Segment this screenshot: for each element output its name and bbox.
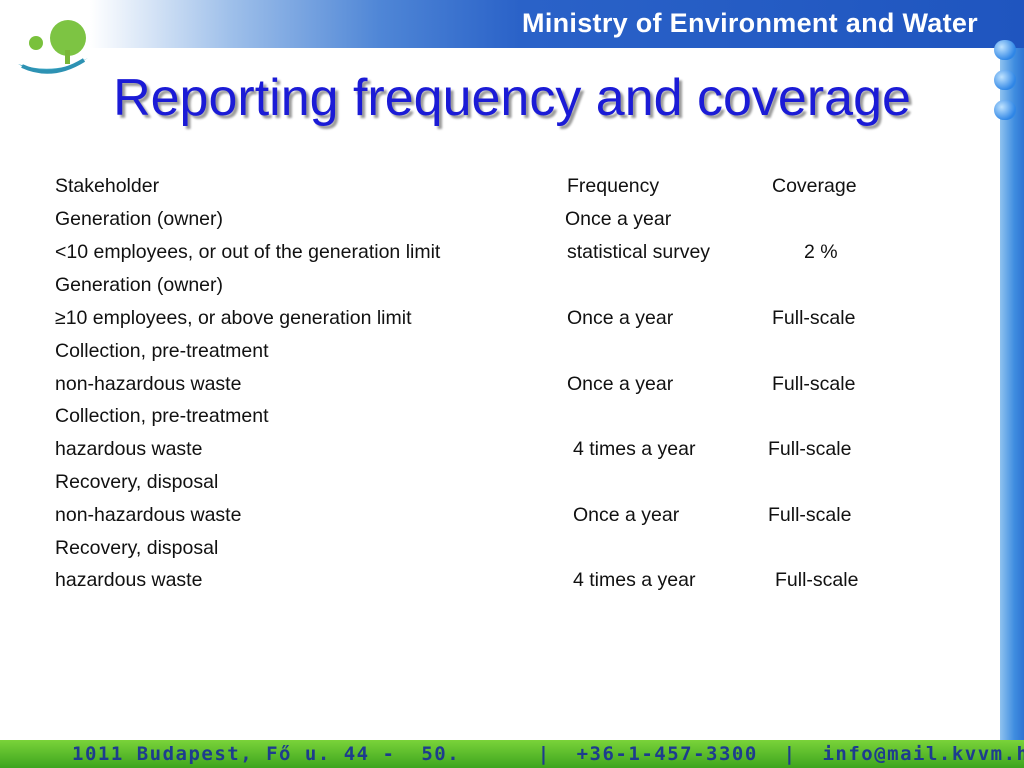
table-row: Recovery, disposal xyxy=(0,537,1000,561)
table-header-row: Stakeholder Frequency Coverage xyxy=(0,175,1000,199)
header-coverage: Coverage xyxy=(772,175,857,197)
header-banner xyxy=(0,0,1024,48)
decorative-pill xyxy=(994,70,1016,90)
ministry-name: Ministry of Environment and Water xyxy=(522,8,978,38)
decorative-pill xyxy=(994,100,1016,120)
slide-title: Reporting frequency and coverage xyxy=(113,69,911,127)
table-row: Recovery, disposal xyxy=(0,471,1000,495)
stakeholder-cell: Generation (owner) xyxy=(55,274,223,296)
stakeholder-cell: Collection, pre-treatment xyxy=(55,405,269,427)
table-row: Collection, pre-treatment xyxy=(0,405,1000,429)
stakeholder-cell: Recovery, disposal xyxy=(55,537,219,559)
header-stakeholder: Stakeholder xyxy=(55,175,160,197)
coverage-cell: Full-scale xyxy=(772,373,856,395)
stakeholder-cell: non-hazardous waste xyxy=(55,504,242,526)
stakeholder-cell: <10 employees, or out of the generation … xyxy=(55,241,441,263)
frequency-cell: Once a year xyxy=(567,373,674,395)
coverage-cell: 2 % xyxy=(804,241,838,263)
stakeholder-cell: ≥10 employees, or above generation limit xyxy=(55,307,412,329)
stakeholder-cell: Recovery, disposal xyxy=(55,471,219,493)
tree-logo-icon xyxy=(18,20,88,74)
stakeholder-cell: Generation (owner) xyxy=(55,208,223,230)
table-row: Generation (owner) Once a year xyxy=(0,208,1000,232)
table-row: Collection, pre-treatment xyxy=(0,340,1000,364)
stakeholder-cell: hazardous waste xyxy=(55,438,203,460)
header-frequency: Frequency xyxy=(567,175,660,197)
frequency-cell: 4 times a year xyxy=(573,438,696,460)
table-row: hazardous waste 4 times a year Full-scal… xyxy=(0,569,1000,593)
stakeholder-cell: non-hazardous waste xyxy=(55,373,242,395)
coverage-cell: Full-scale xyxy=(772,307,856,329)
table-row: non-hazardous waste Once a year Full-sca… xyxy=(0,373,1000,397)
table-row: ≥10 employees, or above generation limit… xyxy=(0,307,1000,331)
table-row: hazardous waste 4 times a year Full-scal… xyxy=(0,438,1000,462)
stakeholder-cell: Collection, pre-treatment xyxy=(55,340,269,362)
decorative-pill xyxy=(994,40,1016,60)
table-row: <10 employees, or out of the generation … xyxy=(0,241,1000,265)
frequency-cell: Once a year xyxy=(565,208,672,230)
table-row: Generation (owner) xyxy=(0,274,1000,298)
stakeholder-cell: hazardous waste xyxy=(55,569,203,591)
frequency-cell: Once a year xyxy=(573,504,680,526)
frequency-cell: statistical survey xyxy=(567,241,711,263)
footer-bar xyxy=(0,740,1024,768)
right-decorative-bar xyxy=(1000,48,1024,740)
coverage-cell: Full-scale xyxy=(775,569,859,591)
footer-contact: 1011 Budapest, Fő u. 44 - 50. | +36-1-45… xyxy=(72,743,1024,765)
frequency-cell: 4 times a year xyxy=(573,569,696,591)
table-row: non-hazardous waste Once a year Full-sca… xyxy=(0,504,1000,528)
coverage-cell: Full-scale xyxy=(768,438,852,460)
frequency-cell: Once a year xyxy=(567,307,674,329)
coverage-cell: Full-scale xyxy=(768,504,852,526)
